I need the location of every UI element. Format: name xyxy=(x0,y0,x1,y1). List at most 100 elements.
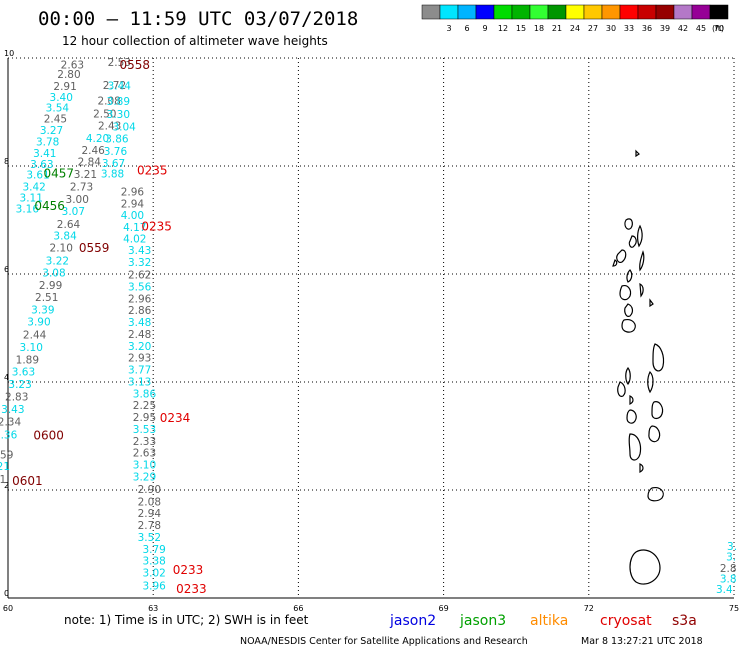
wave-height-value: 3.54 xyxy=(46,103,70,115)
wave-height-value: 2.90 xyxy=(138,484,161,496)
longitude-tick-label: 72 xyxy=(584,604,594,613)
wave-height-value: 3.86 xyxy=(105,133,129,145)
wave-height-value: 3.89 xyxy=(107,96,130,108)
wave-height-value: 3.29 xyxy=(133,472,156,484)
wave-height-value: 2.50 xyxy=(93,109,116,121)
wave-height-value: 3.76 xyxy=(104,146,128,158)
map-subtitle: 12 hour collection of altimeter wave hei… xyxy=(62,34,328,48)
legend-label: 42 xyxy=(678,24,688,33)
legend-label: 12 xyxy=(498,24,508,33)
longitude-tick-label: 60 xyxy=(3,604,13,613)
wave-height-value: 3.21 xyxy=(0,461,10,473)
longitude-tick-label: 75 xyxy=(729,604,739,613)
legend-label: 21 xyxy=(552,24,562,33)
wave-height-value: 3.40 xyxy=(50,92,73,104)
map-title: 00:00 – 11:59 UTC 03/07/2018 xyxy=(38,8,358,30)
legend-swatch xyxy=(565,4,585,20)
wave-height-value: 3.21 xyxy=(74,169,97,181)
legend-label: 6 xyxy=(464,24,469,33)
legend-swatch xyxy=(475,4,495,20)
wave-height-value: 2.96 xyxy=(128,293,152,305)
legend-label: 9 xyxy=(482,24,487,33)
wave-height-value: 3.4 xyxy=(716,584,733,596)
wave-height-value: 2.45 xyxy=(44,113,67,125)
latitude-tick-label: 8 xyxy=(4,157,9,166)
wave-height-value: 2.63 xyxy=(61,59,84,71)
legend-swatch xyxy=(529,4,549,20)
legend-label: 39 xyxy=(660,24,670,33)
latitude-tick-label: 4 xyxy=(4,373,9,382)
legend-swatch xyxy=(583,4,603,20)
wave-height-value: 2.25 xyxy=(133,400,156,412)
pass-time-label: 0235 xyxy=(137,163,168,177)
wave-height-value: 3.42 xyxy=(22,182,45,194)
wave-height-value: 2.83 xyxy=(5,392,28,404)
wave-height-value: 2.33 xyxy=(133,436,156,448)
legend-unit: (ft) xyxy=(712,24,724,33)
wave-height-value: 3.79 xyxy=(142,544,165,556)
legend-swatch xyxy=(421,4,441,20)
legend-swatch xyxy=(601,4,621,20)
wave-height-value: 3.22 xyxy=(46,256,69,268)
legend-swatch xyxy=(673,4,693,20)
pass-time-label: 0558 xyxy=(120,58,151,72)
wave-height-value: 3.77 xyxy=(128,365,151,377)
wave-height-value: 3.10 xyxy=(20,342,43,354)
wave-height-value: 3.20 xyxy=(128,341,151,353)
wave-height-value: 4.00 xyxy=(121,210,144,222)
legend-swatch xyxy=(547,4,567,20)
generation-timestamp: Mar 8 13:27:21 UTC 2018 xyxy=(581,636,703,647)
legend-label: 3 xyxy=(446,24,451,33)
legend-swatch xyxy=(619,4,639,20)
map-frame xyxy=(7,58,734,599)
satellite-legend-item: jason3 xyxy=(459,613,506,629)
wave-height-value: 3.02 xyxy=(142,568,165,580)
wave-height-value: 3.48 xyxy=(128,317,151,329)
legend-swatch xyxy=(493,4,513,20)
wave-height-value: 3.39 xyxy=(31,305,54,317)
legend-label: 27 xyxy=(588,24,598,33)
wave-height-value: 2.94 xyxy=(138,508,162,520)
wave-height-value: 3.00 xyxy=(66,194,89,206)
wave-height-value: 3.78 xyxy=(36,137,59,149)
wave-height-value: 2.62 xyxy=(128,270,151,282)
longitude-tick-labels: 60 63 66 69 72 75 xyxy=(3,604,739,613)
wave-height-value: 2.48 xyxy=(128,329,151,341)
satellite-pass-times: 0558 0235 0457 0456 0235 0559 0234 0600 0601 0233… xyxy=(12,58,207,596)
wave-height-value: 3.63 xyxy=(12,367,35,379)
satellite-legend-item: jason2 xyxy=(389,613,436,629)
legend-swatch xyxy=(511,4,531,20)
island-outlines xyxy=(612,149,665,585)
wave-height-value: 3.90 xyxy=(27,317,50,329)
wave-height-value: 2.95 xyxy=(133,412,156,424)
wave-height-value: 3.96 xyxy=(142,581,166,593)
wave-height-value: 3.36 xyxy=(0,429,18,441)
wave-height-value: 3.43 xyxy=(128,245,151,257)
wave-height-value: 3.41 xyxy=(33,148,56,160)
wave-height-value: 3.63 xyxy=(30,159,53,171)
wave-height-value: 2.8 xyxy=(720,563,737,575)
pass-time-label: 0600 xyxy=(33,428,64,442)
legend-swatch xyxy=(655,4,675,20)
legend-swatch xyxy=(439,4,459,20)
wave-height-value: 3.08 xyxy=(42,267,65,279)
wave-height-value: 3.88 xyxy=(101,169,124,181)
pass-time-label: 0233 xyxy=(176,582,207,596)
wave-height-value: 2.80 xyxy=(57,69,80,81)
legend-label: 30 xyxy=(606,24,616,33)
satellite-legend-item: altika xyxy=(530,613,568,629)
wave-height-value: 4.17 xyxy=(123,222,146,234)
wave-height-value: 2.64 xyxy=(57,219,81,231)
wave-height-value: 3.11 xyxy=(20,192,43,204)
wave-height-value: 3.52 xyxy=(138,532,161,544)
wave-height-value: 3.61 xyxy=(26,170,49,182)
pass-time-label: 0235 xyxy=(141,219,172,233)
pass-time-label: 0234 xyxy=(160,411,191,425)
latitude-tick-label: 0 xyxy=(4,589,9,598)
footnote: note: 1) Time is in UTC; 2) SWH is in fe… xyxy=(64,613,309,627)
credit-text: NOAA/NESDIS Center for Satellite Applica… xyxy=(240,636,528,647)
satellite-legend-item: s3a xyxy=(672,613,697,629)
wave-height-value: 4.20 xyxy=(86,133,109,145)
wave-height-value: 3. xyxy=(726,551,736,563)
